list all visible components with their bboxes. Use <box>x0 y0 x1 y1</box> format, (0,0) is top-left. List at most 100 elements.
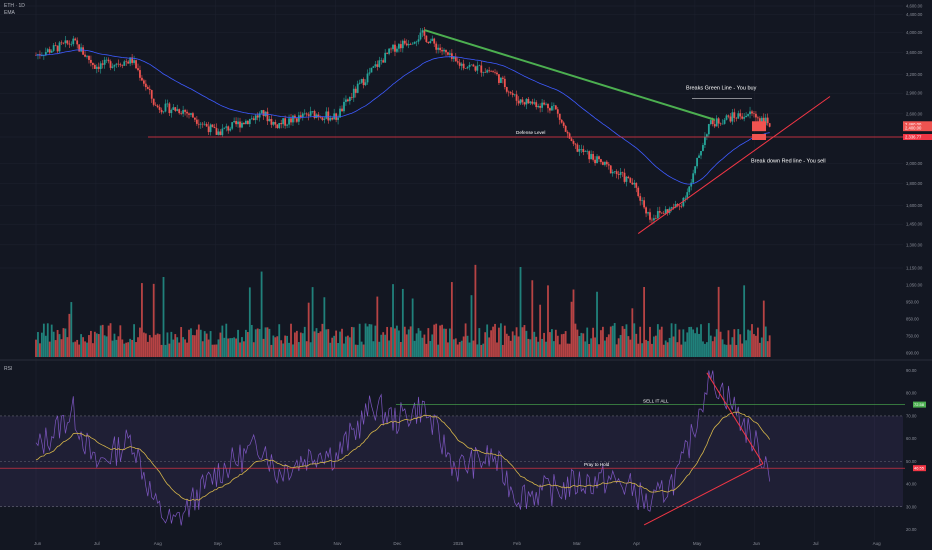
candle-body <box>195 119 198 124</box>
volume-bar <box>97 334 100 357</box>
volume-bar <box>243 341 245 357</box>
candle-body <box>386 52 389 54</box>
candle-body <box>354 88 357 93</box>
candle-body <box>613 171 616 172</box>
volume-bar <box>521 327 524 357</box>
volume-bar <box>415 333 418 357</box>
candle-body <box>337 117 339 120</box>
volume-bar <box>733 329 736 357</box>
volume-bar <box>378 341 381 357</box>
price-pane[interactable] <box>35 26 903 234</box>
candle-body <box>401 40 404 49</box>
volume-bar <box>443 328 445 357</box>
candle-body <box>658 211 661 213</box>
volume-bar <box>372 341 375 357</box>
candle-body <box>139 70 141 78</box>
volume-bar <box>356 344 359 357</box>
volume-bar <box>764 326 767 357</box>
volume-bar <box>766 341 769 357</box>
y-axis-tick: 850.00 <box>906 317 919 322</box>
volume-bar <box>233 337 236 357</box>
candle-body <box>280 122 283 125</box>
volume-bar <box>760 337 763 357</box>
candle-body <box>541 102 544 108</box>
y-axis-tick: 950.00 <box>906 300 919 305</box>
volume-bar <box>731 337 734 357</box>
candle-body <box>556 109 559 114</box>
volume-bar <box>517 336 520 357</box>
volume-bar <box>72 342 75 357</box>
y-axis-tick: 4,000.00 <box>906 30 923 35</box>
y-axis-tick: 4,600.00 <box>906 4 923 9</box>
volume-bar <box>301 333 304 357</box>
candle-body <box>543 102 545 105</box>
volume-bar <box>456 344 459 357</box>
volume-bar <box>321 323 324 357</box>
volume-bar <box>129 338 132 357</box>
volume-bar <box>292 344 294 357</box>
candle-body <box>219 131 222 136</box>
volume-bar <box>270 344 273 357</box>
volume-bar <box>166 332 169 357</box>
candle-body <box>286 124 288 126</box>
volume-bar <box>580 332 583 357</box>
volume-bar <box>566 343 569 357</box>
rsi-red-trendline <box>643 463 764 526</box>
volume-bar <box>480 344 483 357</box>
rsi-pane[interactable] <box>0 370 905 526</box>
volume-bar <box>180 327 183 357</box>
volume-bar <box>429 341 432 357</box>
volume-bar <box>78 344 81 357</box>
x-axis-tick: Sep <box>214 541 223 546</box>
candle-body <box>572 140 575 144</box>
candle-body <box>127 61 130 64</box>
candle-body <box>719 123 722 125</box>
volume-bar <box>660 326 663 357</box>
candle-body <box>464 68 467 69</box>
candle-body <box>331 117 334 120</box>
candle-body <box>749 111 751 115</box>
volume-bar <box>111 340 114 357</box>
volume-bar <box>476 344 479 357</box>
volume-bar <box>392 284 394 357</box>
candle-body <box>99 63 102 69</box>
candle-body <box>549 108 551 111</box>
candle-body <box>496 72 498 75</box>
volume-bar <box>42 323 45 357</box>
rsi-value-label: 46.55 <box>914 466 925 471</box>
candle-body <box>639 196 642 201</box>
candle-body <box>93 64 96 69</box>
volume-bar <box>629 339 632 357</box>
candle-body <box>662 213 665 214</box>
volume-bar <box>419 330 422 357</box>
candle-body <box>374 64 377 67</box>
volume-bar <box>303 326 306 357</box>
candle-body <box>535 102 538 108</box>
candle-body <box>235 121 237 125</box>
volume-bar <box>125 342 128 357</box>
candle-body <box>205 123 208 127</box>
y-axis-tick: 2,000.00 <box>906 161 923 166</box>
candle-body <box>256 115 259 118</box>
volume-bar <box>146 341 149 357</box>
volume-bar <box>35 339 37 357</box>
volume-bar <box>558 344 561 357</box>
candle-body <box>611 171 614 174</box>
volume-bar <box>439 325 441 357</box>
volume-bar <box>39 343 41 357</box>
volume-bar <box>382 332 385 357</box>
candle-body <box>111 66 114 68</box>
candle-body <box>476 65 479 71</box>
volume-bar <box>454 338 457 357</box>
candle-body <box>227 126 230 131</box>
candle-body <box>262 110 265 117</box>
volume-bar <box>425 343 428 357</box>
candle-body <box>396 48 398 52</box>
candle-body <box>472 64 475 67</box>
volume-bar <box>458 342 461 357</box>
volume-bar <box>551 329 553 357</box>
candle-body <box>478 65 481 67</box>
volume-bar <box>684 341 687 357</box>
candle-body <box>649 212 651 220</box>
